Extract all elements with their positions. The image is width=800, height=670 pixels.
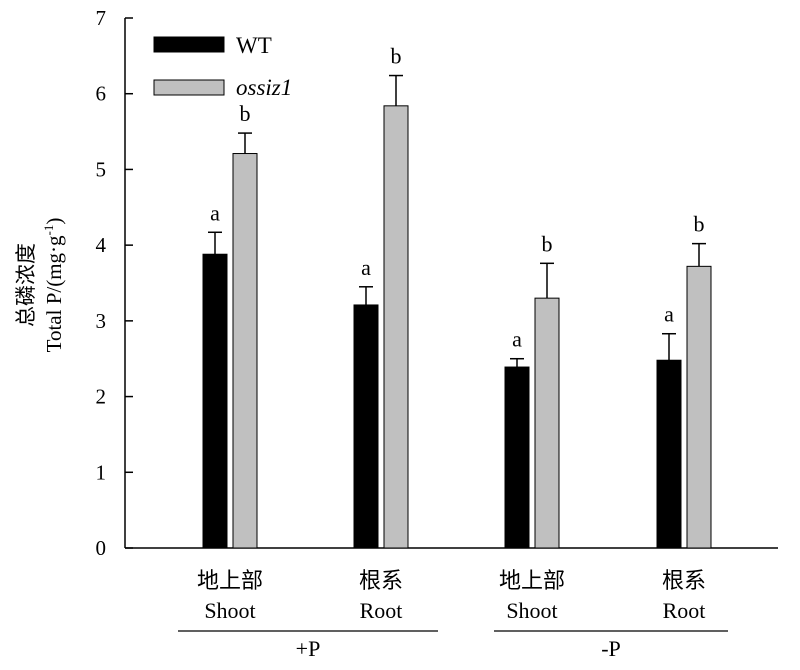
category-label-cn: 地上部: [499, 568, 565, 593]
y-tick-label: 7: [96, 6, 107, 30]
bar-wt: [504, 366, 530, 549]
error-bars: [208, 74, 706, 368]
y-tick-label: 1: [96, 460, 107, 484]
bar-ossiz1: [534, 297, 560, 549]
legend-swatch-wt: [153, 36, 225, 53]
legend: WT ossiz1: [153, 33, 292, 100]
y-tick-label: 6: [96, 82, 107, 106]
bars: [202, 105, 712, 549]
category-label-cn: 地上部: [197, 568, 263, 593]
significance-letter: b: [542, 231, 553, 256]
bar-wt: [202, 253, 228, 549]
y-tick-label: 5: [96, 157, 107, 181]
y-axis-label-en: Total P/(mg·g-1): [41, 218, 66, 353]
category-label-en: Shoot: [506, 598, 557, 623]
significance-letter: b: [694, 212, 705, 237]
group-label: -P: [601, 636, 621, 661]
bar-ossiz1: [383, 105, 409, 549]
y-tick-label: 3: [96, 309, 107, 333]
bar-wt: [656, 359, 682, 549]
category-label-cn: 根系: [359, 568, 403, 593]
y-tick-label: 4: [96, 233, 107, 257]
category-label-en: Shoot: [204, 598, 255, 623]
group-label: +P: [296, 636, 321, 661]
category-labels: 地上部 Shoot 根系 Root 地上部 Shoot 根系 Root: [197, 568, 706, 623]
y-tick-label: 0: [96, 536, 107, 560]
y-axis-label-cn: 总磷浓度: [14, 243, 38, 327]
y-axis: 0 1 2 3 4 5 6 7: [96, 6, 133, 560]
bar-ossiz1: [232, 153, 258, 549]
category-label-en: Root: [663, 598, 706, 623]
legend-swatch-ossiz1: [153, 79, 225, 96]
significance-letter: a: [664, 302, 674, 327]
category-label-en: Root: [360, 598, 403, 623]
legend-label-wt: WT: [236, 33, 272, 58]
y-ticks: 0 1 2 3 4 5 6 7: [96, 6, 133, 560]
significance-letter: a: [361, 255, 371, 280]
significance-letter: b: [391, 44, 402, 69]
y-axis-label-superscript: -1: [41, 225, 56, 236]
significance-letter: a: [512, 327, 522, 352]
bar-wt: [353, 304, 379, 549]
legend-label-ossiz1: ossiz1: [236, 75, 292, 100]
significance-letter: a: [210, 200, 220, 225]
y-axis-label: 总磷浓度 Total P/(mg·g-1): [14, 218, 66, 353]
group-labels: +P -P: [178, 630, 728, 661]
bar-ossiz1: [686, 265, 712, 549]
category-label-cn: 根系: [662, 568, 706, 593]
significance-letter: b: [240, 101, 251, 126]
significance-letters: a a a a b b b b: [210, 44, 704, 352]
y-tick-label: 2: [96, 385, 107, 409]
